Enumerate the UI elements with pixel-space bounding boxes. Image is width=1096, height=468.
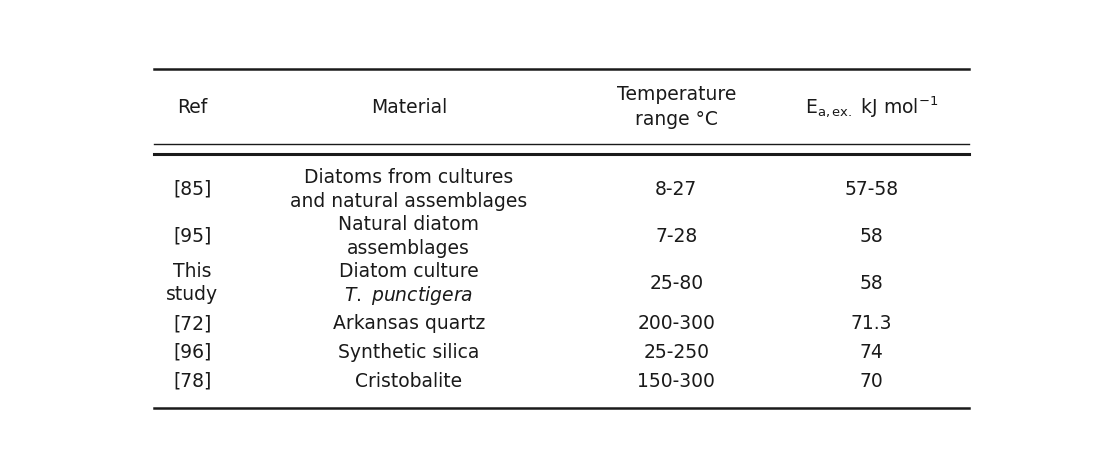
Text: assemblages: assemblages [347,239,470,258]
Text: 57-58: 57-58 [845,180,899,199]
Text: This
study: This study [167,262,218,304]
Text: 8-27: 8-27 [655,180,697,199]
Text: Ref: Ref [178,98,207,117]
Text: Synthetic silica: Synthetic silica [339,343,479,362]
Text: [72]: [72] [173,314,212,333]
Text: [95]: [95] [173,227,212,246]
Text: $\it{T.\ punctigera}$: $\it{T.\ punctigera}$ [344,284,473,307]
Text: Natural diatom: Natural diatom [339,215,479,234]
Text: 70: 70 [860,372,883,391]
Text: 25-80: 25-80 [649,274,704,292]
Text: 25-250: 25-250 [643,343,709,362]
Text: [85]: [85] [173,180,212,199]
Text: 58: 58 [860,227,883,246]
Text: 58: 58 [860,274,883,292]
Text: 150-300: 150-300 [638,372,716,391]
Text: Cristobalite: Cristobalite [355,372,463,391]
Text: and natural assemblages: and natural assemblages [290,192,527,211]
Text: Material: Material [370,98,447,117]
Text: 7-28: 7-28 [655,227,697,246]
Text: E$_{\mathrm{a,ex.}}$ kJ mol$^{-1}$: E$_{\mathrm{a,ex.}}$ kJ mol$^{-1}$ [804,95,938,120]
Text: Diatom culture: Diatom culture [339,262,479,281]
Text: 200-300: 200-300 [638,314,716,333]
Text: [78]: [78] [173,372,212,391]
Text: Diatoms from cultures: Diatoms from cultures [305,168,513,187]
Text: Arkansas quartz: Arkansas quartz [333,314,484,333]
Text: 71.3: 71.3 [850,314,892,333]
Text: [96]: [96] [173,343,212,362]
Text: 74: 74 [859,343,883,362]
Text: Temperature
range °C: Temperature range °C [617,85,737,129]
